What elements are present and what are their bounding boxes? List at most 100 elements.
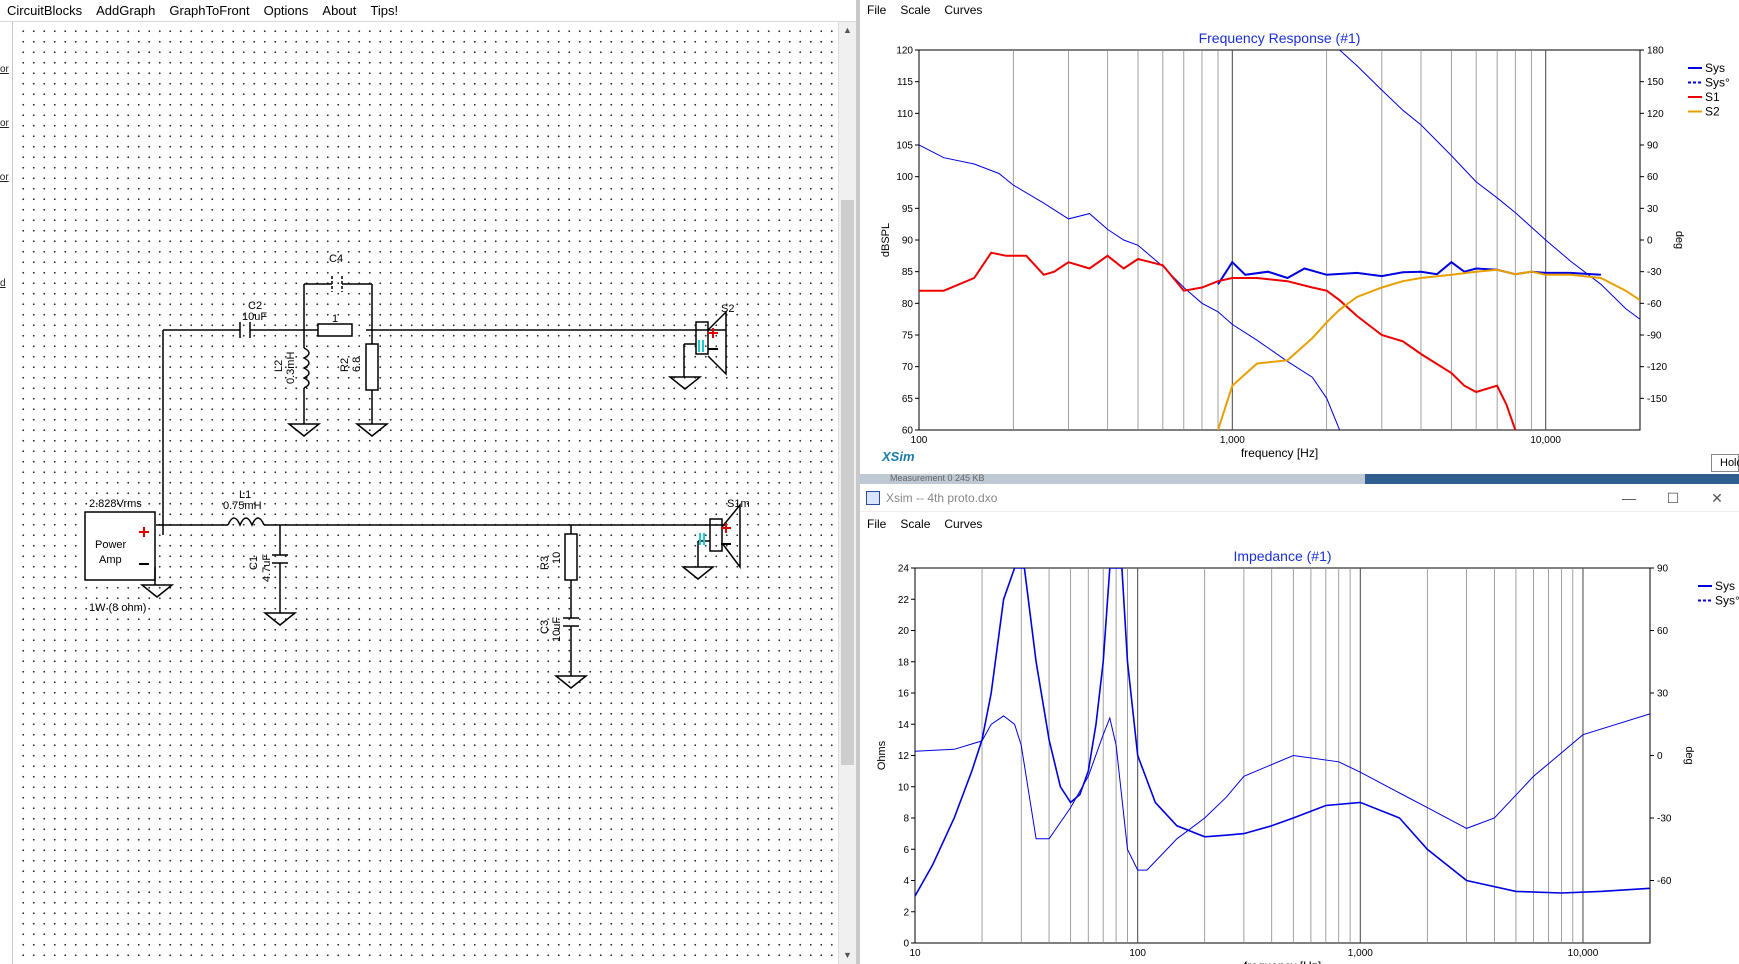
- imp-ytick-label: 12: [898, 751, 910, 762]
- imp-ytick-label: 10: [898, 782, 910, 793]
- ground-r2: [354, 423, 390, 437]
- menu-tips[interactable]: Tips!: [370, 3, 399, 18]
- scroll-up-icon[interactable]: ▲: [843, 25, 852, 35]
- fr-series-sys-phase: [919, 144, 1341, 430]
- imp-xtick-label: 10: [909, 948, 921, 959]
- imp-ytick-label: 4: [903, 876, 909, 887]
- fr-y2tick-label: -150: [1647, 394, 1667, 405]
- scroll-thumb[interactable]: [841, 200, 854, 765]
- imp-menu-scale[interactable]: Scale: [900, 517, 931, 531]
- fr-ytick-label: 80: [902, 299, 914, 310]
- xsim-brand: XSim: [882, 449, 915, 464]
- imp-ytick-label: 14: [898, 720, 910, 731]
- fr-series-s2: [1217, 268, 1640, 430]
- fr-legend-label: S2: [1705, 105, 1720, 119]
- freq-response-chart: 60 65 70 75 80 85 90 95 100 105 110 115 120 -150 -120 -…: [880, 30, 1730, 460]
- imp-ytick-label: 0: [903, 939, 909, 950]
- imp-ytick-label: 8: [903, 814, 909, 825]
- fr-xlabel: frequency [Hz]: [1241, 446, 1318, 460]
- ground-s2: [667, 376, 703, 390]
- imp-ytick-label: 24: [898, 564, 910, 575]
- maximize-icon[interactable]: ☐: [1666, 490, 1680, 506]
- fr-y2tick-label: 180: [1647, 46, 1664, 57]
- imp-menu-file[interactable]: File: [867, 517, 887, 531]
- imp-ytick-label: 16: [898, 689, 910, 700]
- fr-ytick-label: 105: [896, 141, 913, 152]
- ground-amp: [139, 584, 175, 598]
- r3-body: [564, 533, 578, 581]
- strip-text: Measurement 0 245 KB: [890, 473, 985, 483]
- sidebar-link-2[interactable]: or: [0, 118, 9, 129]
- sidebar-link-4[interactable]: d: [0, 278, 6, 289]
- pane-divider[interactable]: [856, 0, 860, 964]
- amp-power: 1W (8 ohm): [89, 602, 146, 614]
- sidebar-link-1[interactable]: or: [0, 64, 9, 75]
- fr-ytick-label: 115: [897, 77, 913, 88]
- l2-coil: [302, 347, 310, 389]
- fr-xtick-label: 1,000: [1220, 435, 1245, 446]
- menu-circuitblocks[interactable]: CircuitBlocks: [7, 3, 83, 18]
- minimize-icon[interactable]: —: [1622, 490, 1636, 506]
- fr-plot-area: [918, 49, 1641, 431]
- ground-c1: [262, 612, 298, 626]
- r2-name: R2: [339, 358, 351, 372]
- hold-button[interactable]: Hold: [1711, 454, 1739, 472]
- c1-value: 4.7uF: [261, 554, 273, 582]
- freq-menu-file[interactable]: File: [867, 3, 887, 17]
- menu-about[interactable]: About: [322, 3, 357, 18]
- imp-legend-label: Sys°: [1715, 594, 1739, 608]
- r2-value: 6.8: [351, 357, 363, 372]
- c1-name: C1: [248, 556, 260, 570]
- fr-y2tick-label: -90: [1647, 331, 1662, 342]
- imp-ylabel: Ohms: [876, 740, 888, 770]
- fr-y2tick-label: 30: [1647, 204, 1659, 215]
- power-amp-body: [84, 511, 156, 581]
- imp-menu-curves[interactable]: Curves: [944, 517, 983, 531]
- close-icon[interactable]: ✕: [1711, 490, 1723, 506]
- r3-value: 10: [551, 552, 563, 564]
- fr-y2tick-label: -120: [1647, 362, 1667, 373]
- s2-body: [695, 321, 709, 355]
- sidebar-link-3[interactable]: tor: [0, 172, 9, 183]
- schematic-canvas[interactable]: C2 10uF C4 1 L2 0.3mH R2 6.8 S2 L1 0.75m…: [14, 22, 838, 964]
- fr-y2tick-label: -60: [1647, 299, 1662, 310]
- imp-legend-label: Sys: [1715, 579, 1735, 593]
- fr-ylabel: dBSPL: [880, 223, 892, 257]
- imp-title: Impedance (#1): [1233, 548, 1331, 564]
- scroll-down-icon[interactable]: ▼: [843, 950, 852, 960]
- app-icon: [866, 490, 880, 505]
- fr-xtick-label: 100: [911, 435, 928, 446]
- menu-options[interactable]: Options: [263, 3, 309, 18]
- fr-legend-label: Sys: [1705, 61, 1725, 75]
- amp-voltage: 2.828Vrms: [89, 498, 142, 510]
- amp-label-1: Power: [95, 539, 127, 551]
- fr-y2tick-label: 60: [1647, 172, 1659, 183]
- r3-name: R3: [539, 556, 551, 570]
- fr-ytick-label: 75: [902, 331, 914, 342]
- menu-graphtofront[interactable]: GraphToFront: [169, 3, 250, 18]
- freq-menu-scale[interactable]: Scale: [900, 3, 931, 17]
- canvas-scrollbar[interactable]: ▲ ▼: [838, 22, 856, 964]
- fr-xtick-label: 10,000: [1530, 435, 1561, 446]
- c2-name: C2: [248, 300, 262, 312]
- ground-c3: [553, 675, 589, 689]
- imp-plot-area: [914, 567, 1651, 944]
- imp-y2tick-label: 30: [1657, 689, 1669, 700]
- main-menubar: CircuitBlocks AddGraph GraphToFront Opti…: [0, 0, 856, 22]
- impedance-window: Xsim -- 4th proto.dxo — ☐ ✕ File Scale C…: [860, 484, 1739, 964]
- imp-ytick-label: 20: [898, 626, 910, 637]
- imp-xlabel: frequency [Hz]: [1244, 959, 1321, 964]
- menu-addgraph[interactable]: AddGraph: [96, 3, 156, 18]
- imp-y2tick-label: -60: [1657, 876, 1672, 887]
- imp-xtick-label: 10,000: [1568, 948, 1599, 959]
- fr-series-s1: [919, 251, 1517, 430]
- l1-name: L1: [239, 489, 251, 501]
- strip-dark: [1365, 474, 1739, 484]
- imp-ytick-label: 6: [903, 845, 909, 856]
- freq-menubar: File Scale Curves: [860, 0, 989, 20]
- freq-menu-curves[interactable]: Curves: [944, 3, 983, 17]
- imp-y2tick-label: -30: [1657, 814, 1672, 825]
- imp-y2tick-label: 60: [1657, 626, 1669, 637]
- impedance-menubar: File Scale Curves: [860, 514, 989, 534]
- fr-legend-label: S1: [1705, 90, 1720, 104]
